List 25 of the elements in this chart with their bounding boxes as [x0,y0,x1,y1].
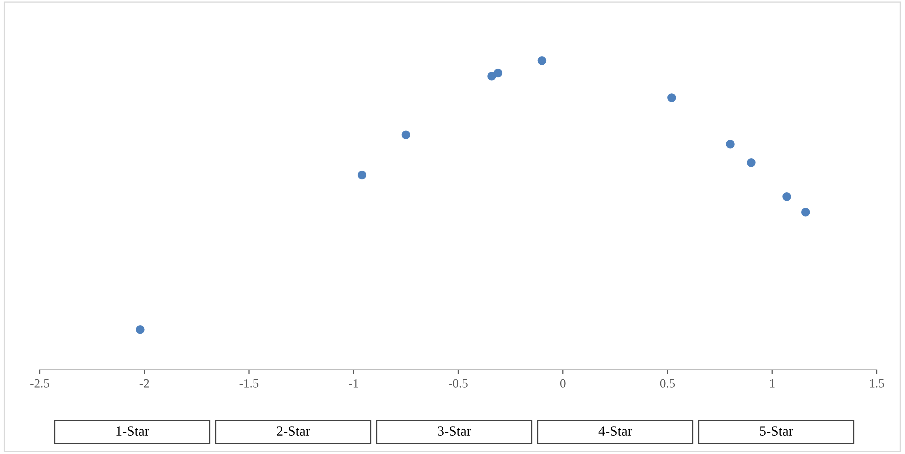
x-tick-label: -2 [140,379,150,388]
point [726,140,735,149]
text: 4-Star [598,426,632,436]
x-tick-label: -0.5 [449,379,468,388]
point [358,170,367,180]
text: 1-Star [116,426,150,436]
point [668,94,676,102]
point [136,325,145,334]
text: 5-Star [760,426,794,436]
point [538,56,547,66]
point [402,130,411,140]
x-tick-label: 0 [560,379,566,388]
point [494,68,503,78]
x-tick-label: 1.5 [870,379,884,388]
x-tick-label: -1.5 [240,379,259,388]
text: 3-Star [438,426,472,436]
point [801,208,810,217]
x-tick-label: -1 [349,379,358,388]
x-tick-label: -2.5 [30,379,50,388]
point [488,72,496,81]
point [747,158,756,168]
x-tick-label: 1 [770,379,775,388]
text: 2-Star [277,426,310,436]
point [782,192,792,202]
x-tick-label: 0.5 [660,379,676,388]
